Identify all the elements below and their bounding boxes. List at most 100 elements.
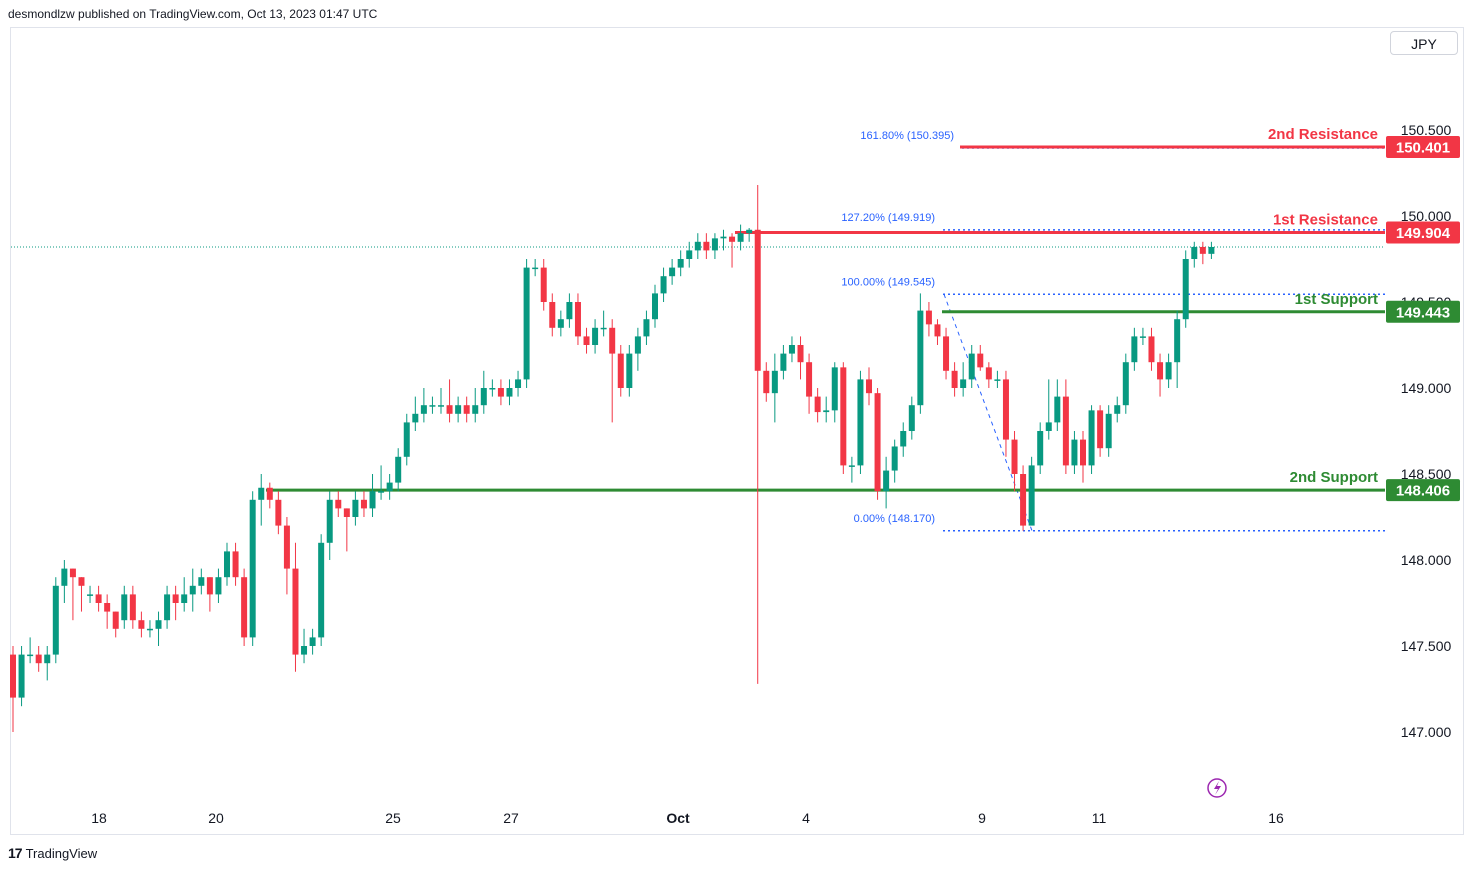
candle-body [797,345,804,363]
candle-body [472,405,479,414]
candle [1045,379,1052,440]
candle-body [960,379,967,388]
level-name-label: 2nd Resistance [1268,126,1378,143]
candle [848,456,855,483]
candle-body [891,446,898,471]
candle [27,637,34,664]
candle-body [994,379,1001,381]
candle-body [138,620,145,629]
candle [1131,327,1138,371]
candle-body [266,487,273,500]
candle [1097,405,1104,457]
candle-body [489,388,496,390]
candle [600,310,607,337]
candle-body [917,310,924,406]
candle [455,396,462,423]
candle-body [1122,362,1129,406]
candle [574,293,581,345]
candle [138,611,145,638]
candle-body [463,405,470,414]
candle [968,345,975,388]
candle-body [848,465,855,467]
candle-body [592,327,599,345]
candle-body [1002,379,1009,440]
candle-body [840,367,847,466]
candle [515,370,522,397]
candle-body [1062,396,1069,466]
candle [874,388,881,500]
candle [729,233,736,268]
candle-body [112,611,119,629]
candle-body [1037,431,1044,466]
support-resistance-levels[interactable]: 2nd Resistance 1st Resistance 1st Support 2… [266,126,1385,492]
candle [686,241,693,268]
currency-button[interactable]: JPY [1390,31,1458,55]
candle [754,185,761,684]
candle-body [883,470,890,492]
candle [1199,241,1206,265]
price-tag-label: 149.904 [1396,225,1451,242]
candle-body [1191,246,1198,259]
candle [386,474,393,500]
candle-body [420,405,427,414]
candle [258,474,265,526]
candle [1020,465,1027,531]
candle-body [69,568,76,578]
candle [985,362,992,388]
candle-body [1071,439,1078,466]
candle-body [241,577,248,638]
level-price-tag[interactable]: 149.443 [1386,300,1460,323]
time-tick-label: 4 [802,810,810,826]
candle-body [694,241,701,251]
candle [806,353,813,414]
candle-body [27,654,34,657]
tradingview-footer[interactable]: 17 TradingView [8,845,97,861]
candle [1165,353,1172,388]
candle [395,448,402,492]
level-price-tag[interactable]: 149.904 [1386,221,1460,244]
price-tag-bg [1386,479,1460,502]
fib-trendline[interactable] [943,294,1033,531]
candle-body [754,229,761,371]
candle-body [532,267,539,270]
level-price-tag[interactable]: 148.406 [1386,479,1460,502]
candle-body [609,327,616,354]
candle [275,491,282,535]
candle-body [943,336,950,371]
price-axis[interactable]: 150.500150.000149.500149.000148.500148.0… [1386,122,1460,740]
candle [1062,379,1069,474]
candle-body [52,585,59,655]
candle-body [1148,336,1155,363]
candle-body [831,367,838,411]
candle [1122,353,1129,414]
candle-body [301,646,308,655]
candle [181,577,188,612]
replay-icon[interactable] [1207,778,1227,798]
candle-body [626,353,633,388]
candle-body [729,236,736,242]
candle [172,585,179,621]
candle [592,319,599,354]
price-tick-label: 149.000 [1401,380,1452,396]
candle [866,367,872,406]
candle [549,293,556,337]
candle-body [189,585,196,595]
candle-body [258,487,265,500]
candle [206,577,213,612]
time-axis[interactable]: 18 20 25 27 Oct 4 9 11 16 [91,810,1284,826]
candle [566,293,573,328]
candle [360,491,367,517]
candle [215,568,222,603]
price-tag-bg [1386,136,1460,159]
candle [472,388,479,423]
candle-body [1080,439,1086,466]
candle-body [129,594,136,621]
candle-body [224,551,230,578]
candle [198,568,205,595]
level-price-tag[interactable]: 150.401 [1386,136,1460,159]
candle-body [925,310,932,325]
candle [1148,327,1155,371]
candle [652,284,658,328]
candle-body [146,628,153,631]
